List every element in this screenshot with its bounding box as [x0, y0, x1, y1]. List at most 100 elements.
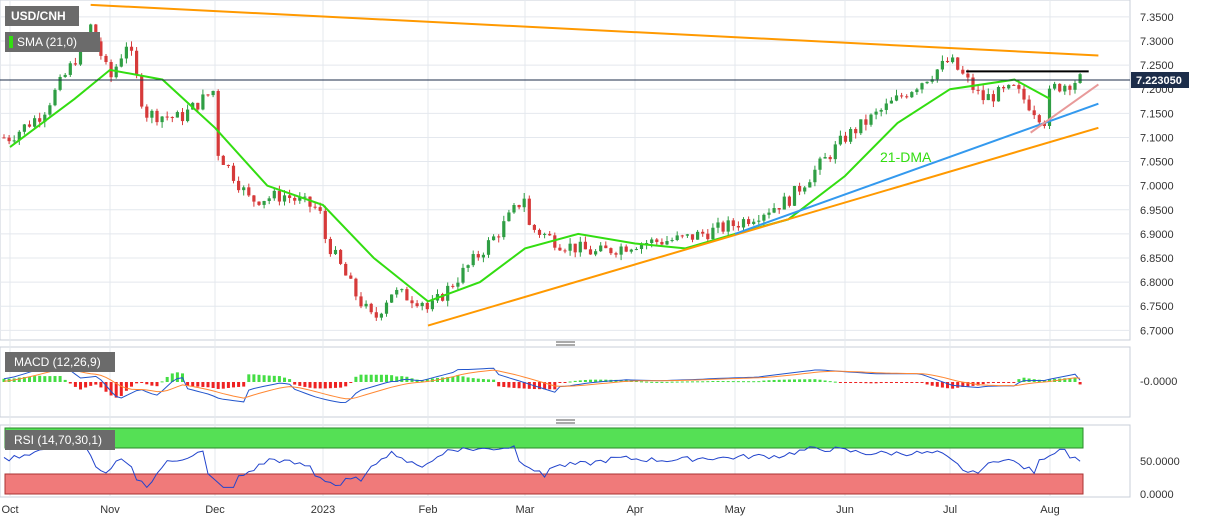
- candle-body: [747, 219, 751, 225]
- macd-bar: [461, 376, 465, 382]
- macd-bar: [226, 382, 230, 388]
- macd-bar: [277, 376, 281, 382]
- candle-body: [68, 63, 72, 75]
- macd-bar: [339, 382, 343, 388]
- y-tick-label: 7.3000: [1140, 36, 1174, 48]
- macd-bar: [293, 382, 297, 385]
- x-tick-label: May: [725, 504, 746, 516]
- candle-body: [129, 46, 134, 51]
- candle-body: [706, 233, 710, 240]
- macd-bar: [201, 382, 205, 387]
- macd-bar: [196, 382, 200, 387]
- candle-body: [614, 253, 618, 255]
- macd-bar: [589, 379, 592, 382]
- candle-body: [410, 300, 414, 304]
- macd-bar: [267, 375, 271, 382]
- candle-body: [150, 110, 154, 118]
- candle-body: [996, 87, 1001, 102]
- candle-body: [43, 114, 47, 122]
- candle-body: [991, 94, 995, 102]
- macd-bar: [288, 379, 292, 382]
- candle-body: [420, 302, 424, 307]
- macd-bar: [425, 379, 429, 382]
- candle-body: [594, 251, 598, 255]
- macd-bar: [349, 382, 353, 383]
- candle-body: [374, 312, 378, 318]
- x-tick-label: Aug: [1040, 504, 1060, 516]
- candle-body: [838, 135, 842, 145]
- candle-body: [497, 236, 501, 238]
- macd-bar: [976, 382, 980, 386]
- candle-body: [884, 103, 888, 110]
- macd-bar: [675, 381, 679, 383]
- y-tick-label: 6.9000: [1140, 229, 1174, 241]
- macd-bar: [1012, 382, 1016, 383]
- macd-bar: [58, 375, 62, 382]
- symbol-label: USD/CNH: [11, 9, 66, 23]
- candle-body: [629, 249, 633, 252]
- candle-body: [976, 89, 980, 91]
- y-tick-label: 6.7500: [1140, 301, 1174, 313]
- macd-bar: [104, 382, 108, 392]
- candle-body: [736, 225, 740, 228]
- candle-body: [573, 243, 577, 253]
- macd-bar: [803, 379, 807, 382]
- trendline: [1030, 83, 1099, 134]
- macd-bar: [808, 379, 812, 382]
- candle-body: [507, 212, 511, 222]
- candle-body: [1032, 110, 1036, 116]
- candle-body: [568, 243, 572, 251]
- macd-bar: [318, 382, 322, 389]
- macd-bar: [691, 381, 694, 383]
- macd-bar: [736, 381, 740, 383]
- candle-body: [369, 303, 373, 313]
- candle-body: [670, 240, 674, 242]
- candle-body: [1063, 85, 1067, 92]
- rsi-tick-50: 50.0000: [1140, 456, 1180, 468]
- sma-swatch: [9, 36, 13, 48]
- candle-body: [502, 221, 506, 238]
- candle-body: [242, 187, 246, 191]
- macd-bar: [828, 381, 832, 383]
- macd-bar: [313, 382, 317, 389]
- macd-bar: [787, 379, 791, 382]
- candle-body: [73, 63, 77, 65]
- macd-bar: [961, 382, 965, 387]
- macd-bar: [726, 381, 730, 383]
- candle-body: [680, 235, 684, 237]
- macd-bar: [89, 382, 93, 386]
- candle-body: [145, 106, 149, 118]
- candle-body: [731, 220, 735, 226]
- macd-bar: [793, 379, 796, 382]
- macd-bar: [359, 374, 363, 382]
- macd-bar: [655, 381, 659, 383]
- macd-bar: [497, 382, 501, 387]
- macd-bar: [568, 381, 572, 383]
- macd-bar: [660, 381, 664, 383]
- candle-body: [7, 137, 11, 142]
- candle-body: [956, 57, 960, 70]
- macd-bar: [441, 377, 445, 382]
- candle-body: [119, 58, 123, 67]
- rsi-tag: [5, 430, 115, 450]
- candle-body: [2, 137, 6, 139]
- candle-body: [685, 234, 689, 236]
- macd-bar: [599, 379, 603, 382]
- grid: [0, 0, 1130, 497]
- candle-body: [532, 224, 536, 230]
- macd-resize-handle[interactable]: [556, 341, 575, 346]
- macd-bar: [767, 380, 771, 382]
- y-axis-ticks: 7.35007.30007.25007.20007.15007.10007.05…: [1140, 12, 1174, 337]
- candle-body: [874, 111, 878, 115]
- candle-body: [186, 109, 190, 122]
- candle-body: [619, 246, 623, 255]
- candle-body: [578, 241, 582, 253]
- rsi-resize-handle[interactable]: [556, 419, 575, 424]
- candle-body: [492, 236, 496, 241]
- macd-bar: [823, 380, 827, 382]
- x-tick-label: Jul: [943, 504, 957, 516]
- candles: [2, 23, 1082, 321]
- macd-bar: [864, 382, 868, 384]
- y-tick-label: 7.2500: [1140, 60, 1174, 72]
